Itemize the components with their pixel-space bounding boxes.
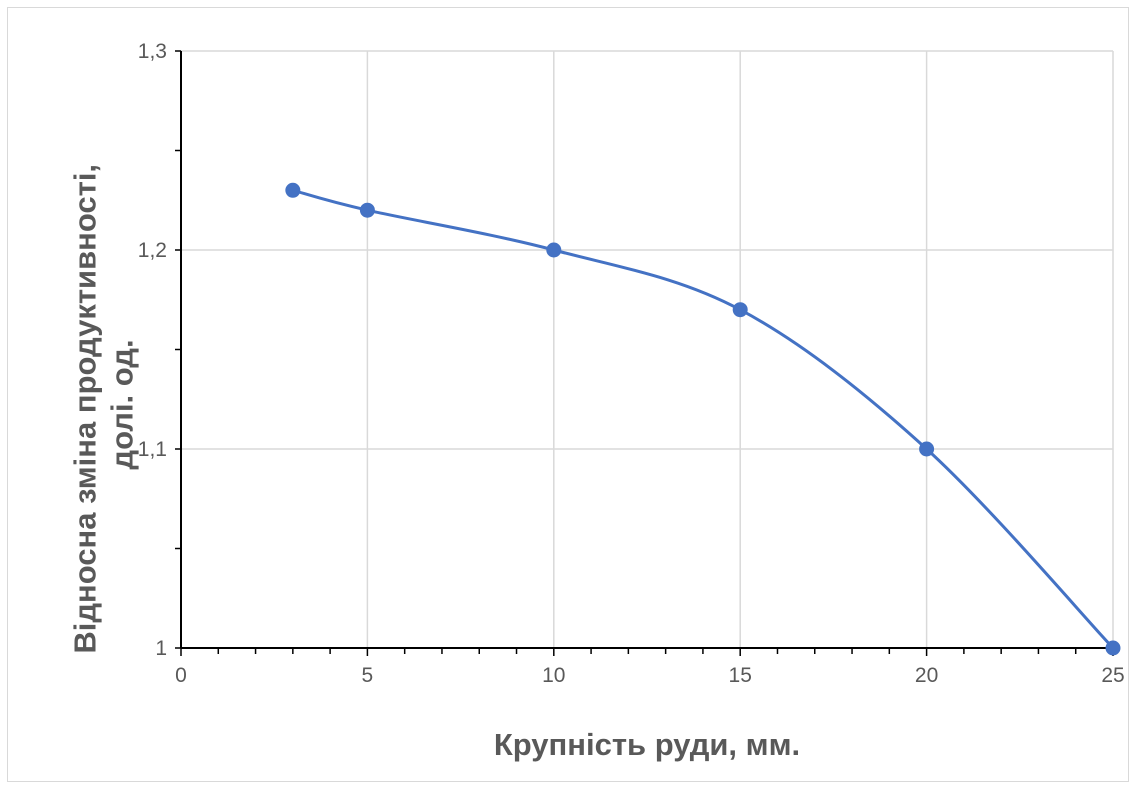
y-axis-title-line-2: долі. од.	[105, 339, 140, 469]
tick-labels: 0 5 10 15 20 25 1 1,1 1,2 1,3	[138, 40, 1125, 687]
x-tick-label: 20	[915, 664, 938, 687]
data-point-marker	[546, 242, 562, 258]
y-tick-label: 1	[155, 637, 167, 660]
axes	[180, 51, 1113, 649]
x-tick-label: 5	[362, 664, 374, 687]
y-tick-label: 1,2	[138, 239, 167, 262]
x-axis-title: Крупність руди, мм.	[494, 727, 800, 762]
y-axis-title: Відносна зміна продуктивності, долі. од.	[67, 155, 139, 653]
series	[285, 182, 1121, 656]
x-tick-label: 15	[729, 664, 752, 687]
x-tick-label: 25	[1101, 664, 1124, 687]
data-point-marker	[359, 202, 375, 218]
data-point-marker	[732, 302, 748, 318]
series-line	[291, 188, 1115, 650]
axis-ticks	[175, 50, 1114, 656]
x-tick-label: 10	[542, 664, 565, 687]
chart-frame	[7, 7, 1129, 782]
y-tick-label: 1,3	[138, 40, 167, 63]
x-tick-label: 0	[175, 664, 187, 687]
data-point-marker	[285, 182, 301, 198]
y-tick-label: 1,1	[138, 438, 167, 461]
data-point-marker	[1105, 640, 1121, 656]
data-point-marker	[919, 441, 935, 457]
gridlines	[181, 50, 1114, 648]
y-axis-title-line-1: Відносна зміна продуктивності,	[67, 164, 102, 654]
